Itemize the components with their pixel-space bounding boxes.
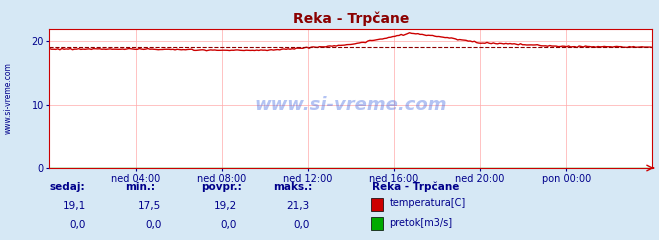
Text: 0,0: 0,0 bbox=[221, 220, 237, 230]
Title: Reka - Trpčane: Reka - Trpčane bbox=[293, 12, 409, 26]
Text: 19,2: 19,2 bbox=[214, 201, 237, 211]
Text: temperatura[C]: temperatura[C] bbox=[389, 198, 466, 208]
Text: 21,3: 21,3 bbox=[287, 201, 310, 211]
Text: pretok[m3/s]: pretok[m3/s] bbox=[389, 218, 453, 228]
Text: 0,0: 0,0 bbox=[293, 220, 310, 230]
Text: povpr.:: povpr.: bbox=[201, 182, 242, 192]
Text: sedaj:: sedaj: bbox=[49, 182, 85, 192]
Text: 0,0: 0,0 bbox=[69, 220, 86, 230]
Text: 0,0: 0,0 bbox=[145, 220, 161, 230]
Text: 17,5: 17,5 bbox=[138, 201, 161, 211]
Text: Reka - Trpčane: Reka - Trpčane bbox=[372, 181, 460, 192]
Text: www.si-vreme.com: www.si-vreme.com bbox=[254, 96, 447, 114]
Text: www.si-vreme.com: www.si-vreme.com bbox=[3, 62, 13, 134]
Text: 19,1: 19,1 bbox=[63, 201, 86, 211]
Text: min.:: min.: bbox=[125, 182, 156, 192]
Text: maks.:: maks.: bbox=[273, 182, 313, 192]
